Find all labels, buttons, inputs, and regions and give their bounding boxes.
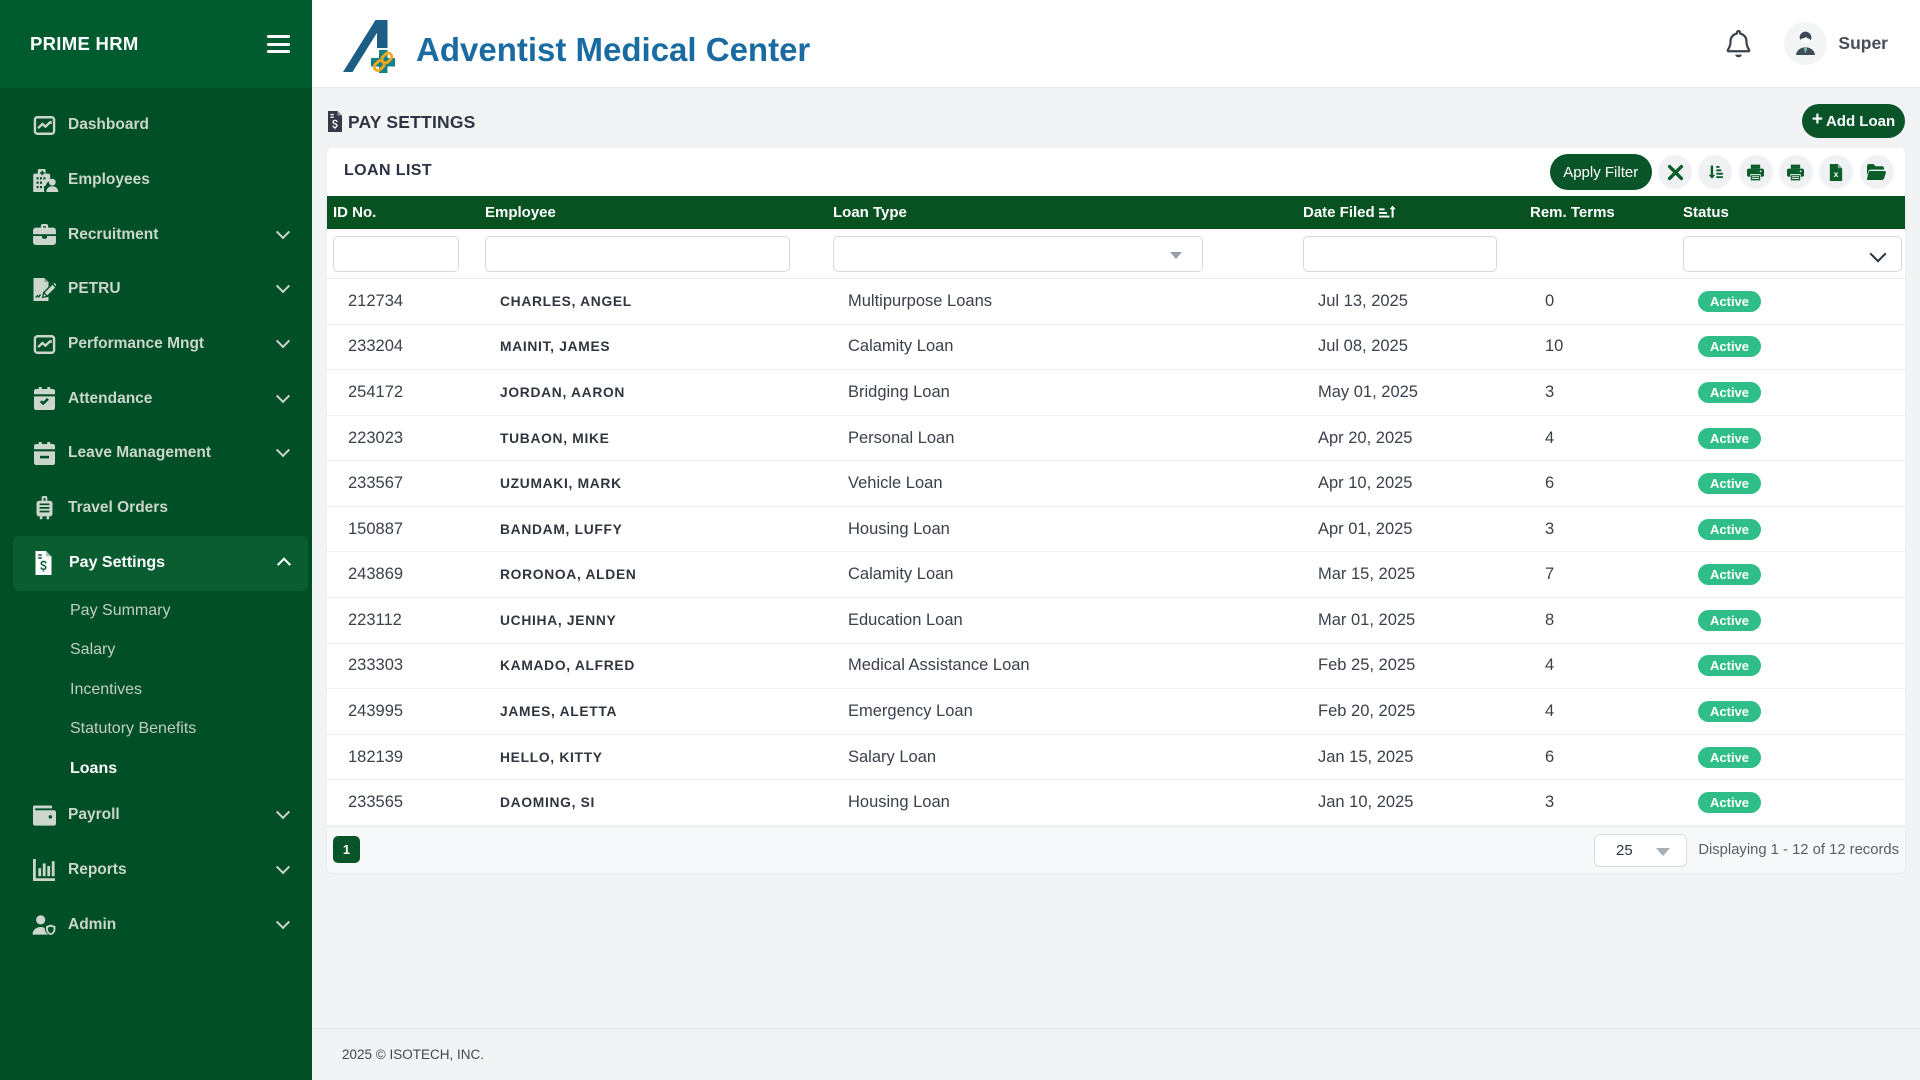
svg-text:x: x [1834, 169, 1839, 179]
